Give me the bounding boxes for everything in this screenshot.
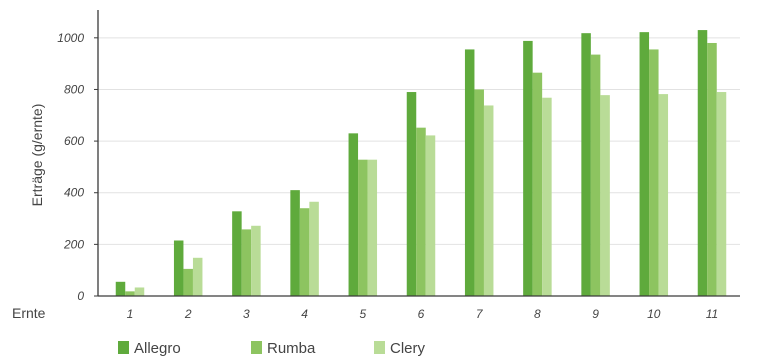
bar-rumba-5 — [358, 159, 368, 296]
bar-rumba-2 — [183, 268, 193, 296]
x-tick-label: 1 — [127, 307, 134, 321]
y-tick-label: 1000 — [57, 31, 84, 45]
bar-rumba-8 — [532, 72, 543, 296]
bar-allegro-10 — [639, 32, 650, 296]
x-tick-label: 3 — [243, 307, 250, 321]
bar-clery-4 — [309, 201, 319, 296]
legend-label: Allegro — [134, 340, 181, 357]
x-tick-label: 2 — [184, 307, 192, 321]
bar-rumba-6 — [416, 127, 426, 296]
y-axis-label: Erträge (g/ernte) — [29, 104, 45, 207]
bar-clery-10 — [658, 94, 669, 296]
bar-rumba-1 — [125, 291, 135, 296]
x-tick-label: 8 — [534, 307, 541, 321]
bar-allegro-5 — [348, 133, 359, 296]
bar-rumba-10 — [649, 49, 659, 296]
bar-allegro-6 — [406, 92, 417, 296]
legend-item-clery: Clery — [374, 340, 426, 357]
axes — [94, 10, 740, 297]
bar-rumba-7 — [474, 89, 484, 296]
x-tick-label: 6 — [418, 307, 425, 321]
bar-rumba-3 — [241, 229, 252, 296]
y-tick-label: 0 — [77, 289, 84, 303]
bar-rumba-11 — [707, 42, 717, 297]
x-tick-label: 11 — [706, 307, 718, 321]
bar-allegro-7 — [464, 49, 475, 296]
bar-allegro-11 — [697, 30, 708, 297]
legend-label: Clery — [390, 340, 426, 357]
bars — [115, 30, 727, 297]
bar-allegro-2 — [173, 240, 184, 296]
x-tick-label: 4 — [301, 307, 308, 321]
y-tick-label: 600 — [64, 134, 84, 148]
legend-label: Rumba — [267, 340, 316, 357]
legend-swatch — [118, 341, 129, 354]
legend-item-rumba: Rumba — [251, 340, 316, 357]
x-tick-label: 9 — [592, 307, 599, 321]
x-axis-label: Ernte — [12, 305, 46, 321]
bar-rumba-9 — [590, 54, 601, 296]
y-tick-labels: 0 200 400 600 800 1000 — [57, 31, 84, 303]
bar-clery-9 — [600, 95, 610, 296]
bar-allegro-1 — [115, 281, 126, 296]
legend-swatch — [374, 341, 385, 354]
x-tick-labels: 1 2 3 4 5 6 7 8 9 10 11 — [127, 307, 719, 321]
bar-allegro-9 — [581, 33, 591, 297]
bar-clery-6 — [425, 135, 436, 296]
bar-clery-7 — [483, 105, 494, 296]
x-tick-label: 5 — [359, 307, 366, 321]
y-tick-label: 400 — [64, 186, 84, 200]
legend-swatch — [251, 341, 262, 354]
bar-clery-11 — [716, 92, 727, 296]
x-tick-label: 7 — [476, 307, 484, 321]
bar-clery-2 — [192, 257, 203, 296]
bar-clery-1 — [134, 287, 145, 296]
bar-clery-8 — [542, 97, 552, 296]
bar-allegro-8 — [523, 40, 533, 296]
y-tick-label: 800 — [64, 82, 84, 96]
x-tick-label: 10 — [647, 307, 661, 321]
bar-allegro-4 — [290, 190, 300, 296]
legend-item-allegro: Allegro — [118, 340, 181, 357]
bar-clery-3 — [251, 225, 261, 296]
legend: Allegro Rumba Clery — [118, 340, 426, 357]
y-tick-label: 200 — [63, 237, 84, 251]
bar-allegro-3 — [232, 211, 242, 296]
bar-rumba-4 — [299, 208, 310, 296]
bar-clery-5 — [367, 159, 378, 296]
